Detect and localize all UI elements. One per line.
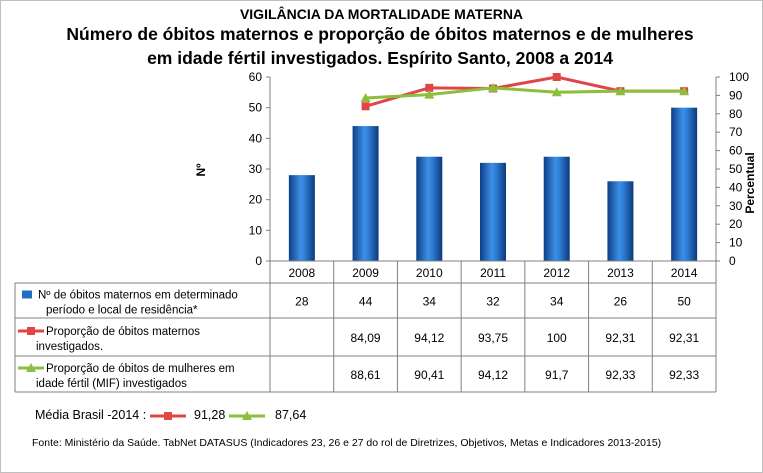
y-right-tick-label: 70 — [729, 125, 743, 139]
y-left-tick-label: 30 — [249, 162, 263, 176]
y-right-tick-label: 50 — [729, 162, 743, 176]
x-tick-label-2014: 2014 — [671, 266, 698, 280]
table-value-1-2009: 84,09 — [351, 331, 381, 345]
bar-2014 — [671, 107, 698, 262]
mif-series-line — [365, 86, 685, 100]
table-value-0-2013: 26 — [614, 295, 628, 309]
legend-key-maternal-marker — [27, 327, 35, 335]
y-left-tick-label: 10 — [249, 223, 263, 237]
x-tick-label-2008: 2008 — [289, 266, 316, 280]
y-right-tick-label: 90 — [729, 88, 743, 102]
table-value-2-2012: 91,7 — [545, 368, 569, 382]
table-value-0-2014: 50 — [677, 295, 691, 309]
table-value-1-2010: 94,12 — [414, 331, 444, 345]
legend-label-line-2: investigados. — [36, 341, 103, 353]
legend-label-line-1: Proporção de óbitos de mulheres em — [46, 363, 235, 375]
mif-series-point-2009 — [360, 92, 371, 102]
y-left-tick-label: 50 — [249, 101, 263, 115]
table-value-0-2011: 32 — [486, 295, 500, 309]
y-right-tick-label: 80 — [729, 107, 743, 121]
legend-key-mif-marker — [26, 363, 36, 372]
legend-label-line-2: idade fértil (MIF) investigados — [36, 378, 187, 390]
y-left-tick-label: 40 — [249, 131, 263, 145]
mif-series-point-2013 — [615, 86, 626, 96]
table-value-0-2012: 34 — [550, 295, 564, 309]
mif-series-point-2012 — [551, 87, 562, 97]
table-value-1-2012: 100 — [547, 331, 567, 345]
table-value-2-2010: 90,41 — [414, 368, 444, 382]
table-value-2-2009: 88,61 — [351, 368, 381, 382]
legend-marker-mif-avg — [229, 411, 265, 420]
table-value-2-2014: 92,33 — [669, 368, 699, 382]
y-right-tick-label: 30 — [729, 199, 743, 213]
x-tick-label-2012: 2012 — [543, 266, 570, 280]
bar-2013 — [607, 181, 634, 261]
y-right-axis-label: Percentual — [743, 152, 757, 213]
mif-series-point-2011 — [488, 82, 498, 92]
x-tick-label-2009: 2009 — [352, 266, 379, 280]
mif-series-point-2014 — [679, 86, 690, 96]
chart-title: Número de óbitos maternos e proporção de… — [60, 22, 700, 70]
maternal-series-point-2012 — [552, 73, 561, 81]
y-right-tick-label: 60 — [729, 144, 743, 158]
y-left-axis-label: Nº — [194, 163, 208, 177]
chart-title-line-2: em idade fértil investigados. Espírito S… — [147, 48, 613, 68]
table-value-2-2011: 94,12 — [478, 368, 508, 382]
brazil-average-label: Média Brasil -2014 : — [35, 408, 147, 422]
brazil-average-maternal: 91,28 — [194, 408, 226, 422]
bar-2009 — [352, 126, 379, 261]
table-value-1-2013: 92,31 — [605, 331, 635, 345]
y-right-tick-label: 40 — [729, 180, 743, 194]
table-value-2-2013: 92,33 — [605, 368, 635, 382]
x-tick-label-2013: 2013 — [607, 266, 634, 280]
table-value-0-2010: 34 — [423, 295, 437, 309]
y-right-tick-label: 100 — [729, 70, 749, 84]
legend-marker-maternal-avg — [150, 412, 186, 420]
maternal-series-point-2009 — [361, 102, 370, 111]
source-note: Fonte: Ministério da Saúde. TabNet DATAS… — [32, 437, 662, 449]
y-right-tick-label: 10 — [729, 236, 743, 250]
table-value-0-2008: 28 — [295, 295, 309, 309]
y-left-tick-label: 60 — [249, 70, 263, 84]
y-right-tick-label: 0 — [729, 254, 736, 268]
chart-title-line-1: Número de óbitos maternos e proporção de… — [66, 24, 694, 44]
bar-2012 — [543, 156, 570, 261]
legend-label-line-1: Nº de óbitos maternos em determinado — [38, 290, 238, 302]
table-value-1-2014: 92,31 — [669, 331, 699, 345]
mif-series-point-2010 — [424, 89, 435, 99]
y-left-tick-label: 20 — [249, 193, 263, 207]
chart-kicker: VIGILÂNCIA DA MORTALIDADE MATERNA — [239, 6, 524, 22]
x-tick-label-2010: 2010 — [416, 266, 443, 280]
legend-key-bar — [22, 290, 32, 299]
maternal-series-point-2010 — [425, 83, 434, 92]
legend-label-line-1: Proporção de óbitos maternos — [46, 326, 200, 338]
table-value-1-2011: 93,75 — [478, 331, 508, 345]
table-value-0-2009: 44 — [359, 295, 373, 309]
bar-2010 — [416, 156, 443, 261]
bar-2011 — [480, 162, 506, 261]
y-right-tick-label: 20 — [729, 217, 743, 231]
y-left-tick-label: 0 — [255, 254, 262, 268]
x-tick-label-2011: 2011 — [480, 266, 506, 280]
brazil-average-mif: 87,64 — [275, 408, 307, 422]
legend-label-line-2: período e local de residência* — [46, 305, 198, 317]
bar-2008 — [288, 175, 315, 261]
